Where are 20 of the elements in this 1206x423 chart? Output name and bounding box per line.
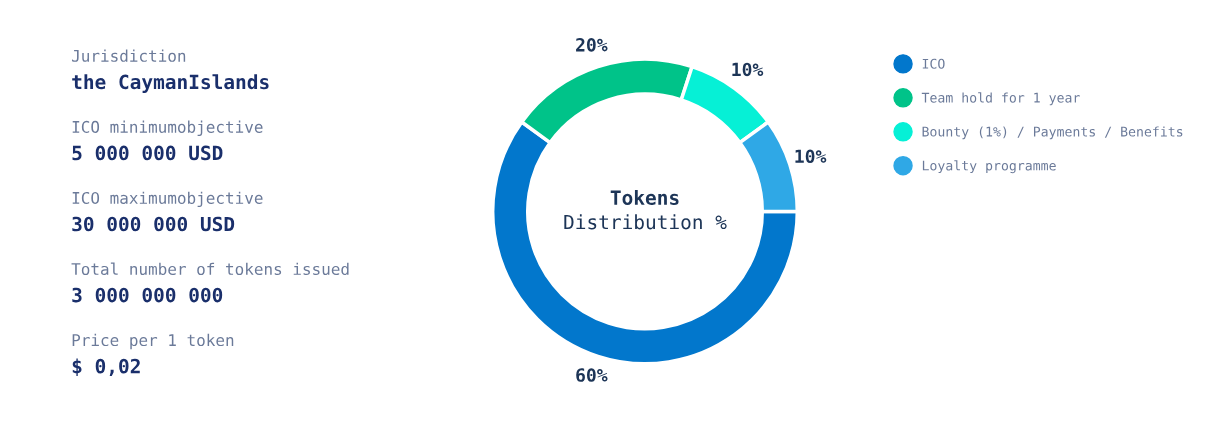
data-label: 10% (795, 149, 827, 164)
text: 5 000 000 USD (72, 145, 223, 161)
text: Distribution % (564, 214, 727, 230)
text: Price per 1 token (72, 333, 234, 350)
data-label: 10% (732, 62, 764, 77)
text: 30 000 000 USD (72, 216, 235, 232)
text: Total number of tokens issued (71, 262, 349, 276)
legend-label: ICO (922, 58, 945, 69)
text: $ 0,02 (72, 358, 140, 377)
text: ICO minimumobjective (72, 120, 263, 137)
data-label: 20% (576, 37, 608, 52)
legend-label: Loyalty programme (922, 160, 1056, 174)
text: Tokens (610, 189, 679, 205)
text: Jurisdiction (72, 49, 186, 62)
text: the CaymanIslands (72, 74, 269, 93)
legend-label: Team hold for 1 year (921, 92, 1080, 106)
text: ICO maximumobjective (72, 191, 263, 208)
text: 3 000 000 000 (72, 287, 223, 303)
legend-label: Bounty (1%) / Payments / Benefits (922, 126, 1183, 140)
data-label: 60% (576, 368, 608, 382)
